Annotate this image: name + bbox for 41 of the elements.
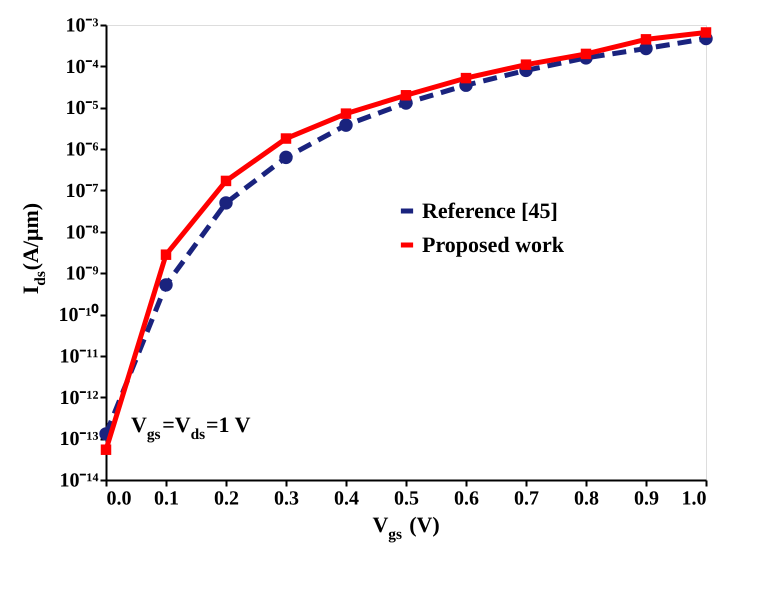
legend-label: Reference [45] [422,198,558,223]
point [460,72,472,84]
x-tick-label: 0.3 [274,488,299,510]
point [160,249,172,260]
x-tick-label: 0.7 [514,488,539,510]
point [219,196,233,210]
point [640,34,652,45]
y-tick-label: 10⁻⁶ [66,138,98,161]
y-tick-label: 10⁻¹⁰ [58,303,98,326]
x-tick-label: 0.8 [574,488,599,510]
x-tick-label: 0.9 [634,488,659,510]
y-tick-label: 10⁻⁷ [66,180,98,202]
x-tick-label: 1.0 [682,488,706,510]
y-tick-label: 10⁻³ [66,14,98,36]
x-tick-label: 0.6 [454,488,479,510]
y-tick-label: 10⁻⁸ [66,221,98,244]
point [400,90,412,101]
point [700,27,712,38]
y-tick-label: 10⁻¹¹ [60,345,98,368]
x-tick-label: 0.2 [214,488,239,510]
y-tick-label: 10⁻¹² [60,386,98,409]
x-tick-label: 0.5 [394,488,419,510]
point [580,48,592,60]
legend-label: Proposed work [422,232,565,257]
point [279,150,293,164]
x-tick-label: 0.0 [106,488,132,510]
point [520,59,532,70]
y-tick-label: 10⁻¹³ [60,428,98,450]
y-tick-label: 10⁻¹⁴ [60,470,98,492]
y-tick-label: 10⁻⁹ [66,262,98,285]
point [220,176,232,186]
point [339,118,353,132]
point [159,278,173,292]
y-tick-label: 10⁻⁵ [66,97,98,120]
y-axis-title: Ids(A/μm) [18,202,49,294]
x-tick-label: 0.1 [154,488,179,510]
x-tick-label: 0.4 [334,488,359,510]
y-tick-label: 10⁻⁴ [66,56,98,78]
point [100,444,112,455]
point [340,108,352,119]
point [280,133,292,144]
